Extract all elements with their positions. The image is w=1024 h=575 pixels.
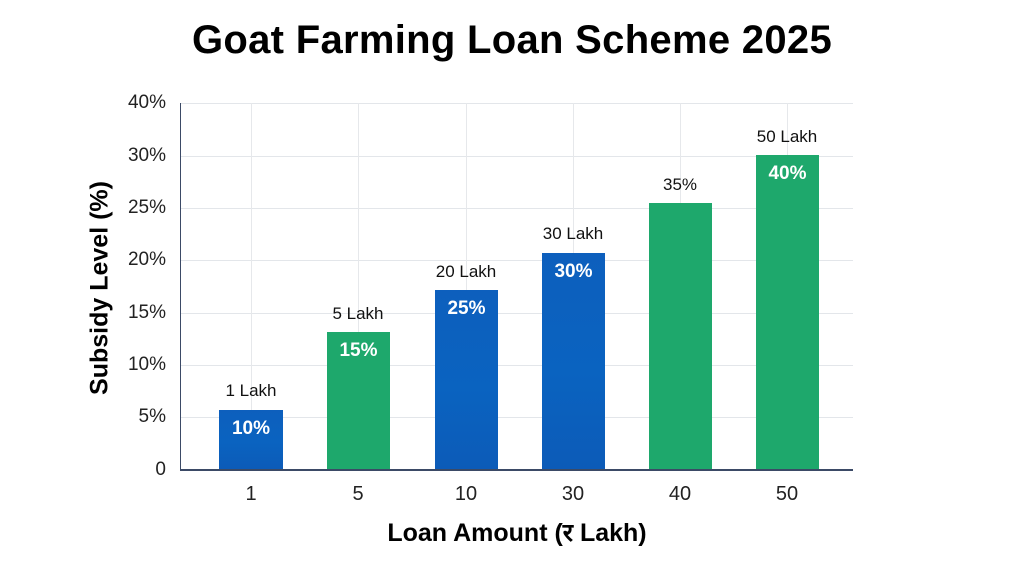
xtick-label: 5 bbox=[352, 483, 364, 505]
xtick-label: 50 bbox=[775, 483, 799, 505]
bar-top-label: 35% bbox=[662, 175, 698, 194]
ytick-label: 25% bbox=[127, 197, 166, 218]
ytick-label: 30% bbox=[127, 145, 166, 166]
vgrid-1 bbox=[251, 103, 252, 469]
bar-6: 40% bbox=[756, 155, 819, 469]
gridline-25 bbox=[180, 208, 853, 209]
xtick-label: 1 bbox=[245, 483, 257, 505]
gridline-20 bbox=[180, 260, 853, 261]
vgrid-3 bbox=[466, 103, 467, 469]
ytick-label: 15% bbox=[127, 302, 166, 323]
bar-top-label: 20 Lakh bbox=[435, 262, 497, 281]
bar-top-label: 50 Lakh bbox=[756, 127, 818, 146]
y-axis-title: Subsidy Level (%) bbox=[85, 181, 114, 395]
xtick-label: 30 bbox=[561, 483, 585, 505]
ytick-label: 5% bbox=[138, 406, 166, 427]
ytick-label: 40% bbox=[127, 92, 166, 113]
x-axis-line bbox=[180, 469, 853, 471]
ytick-label: 20% bbox=[127, 249, 166, 270]
ytick-label: 0 bbox=[155, 459, 166, 480]
vgrid-2 bbox=[358, 103, 359, 469]
bar-2: 15% bbox=[327, 332, 390, 469]
bar-top-label: 1 Lakh bbox=[225, 381, 277, 400]
xtick-label: 40 bbox=[668, 483, 692, 505]
bar-value-label: 30% bbox=[554, 261, 593, 282]
chart-title: Goat Farming Loan Scheme 2025 bbox=[191, 18, 832, 62]
y-axis-line bbox=[180, 103, 181, 470]
bar-5 bbox=[649, 203, 712, 469]
ytick-label: 10% bbox=[127, 354, 166, 375]
gridline-30 bbox=[180, 156, 853, 157]
bar-value-label: 40% bbox=[768, 163, 807, 184]
bar-3: 25% bbox=[435, 290, 498, 469]
bar-value-label: 25% bbox=[447, 298, 486, 319]
bar-value-label: 15% bbox=[339, 340, 378, 361]
gridline-40 bbox=[180, 103, 853, 104]
bar-value-label: 10% bbox=[231, 418, 271, 439]
gridline-5 bbox=[180, 417, 853, 418]
xtick-label: 10 bbox=[454, 483, 478, 505]
gridline-10 bbox=[180, 365, 853, 366]
bar-top-label: 30 Lakh bbox=[542, 224, 604, 243]
gridline-15 bbox=[180, 313, 853, 314]
x-axis-title: Loan Amount (र Lakh) bbox=[387, 519, 647, 547]
bar-4: 30% bbox=[542, 253, 605, 469]
bar-top-label: 5 Lakh bbox=[332, 304, 384, 323]
bar-1: 10% bbox=[219, 410, 283, 469]
